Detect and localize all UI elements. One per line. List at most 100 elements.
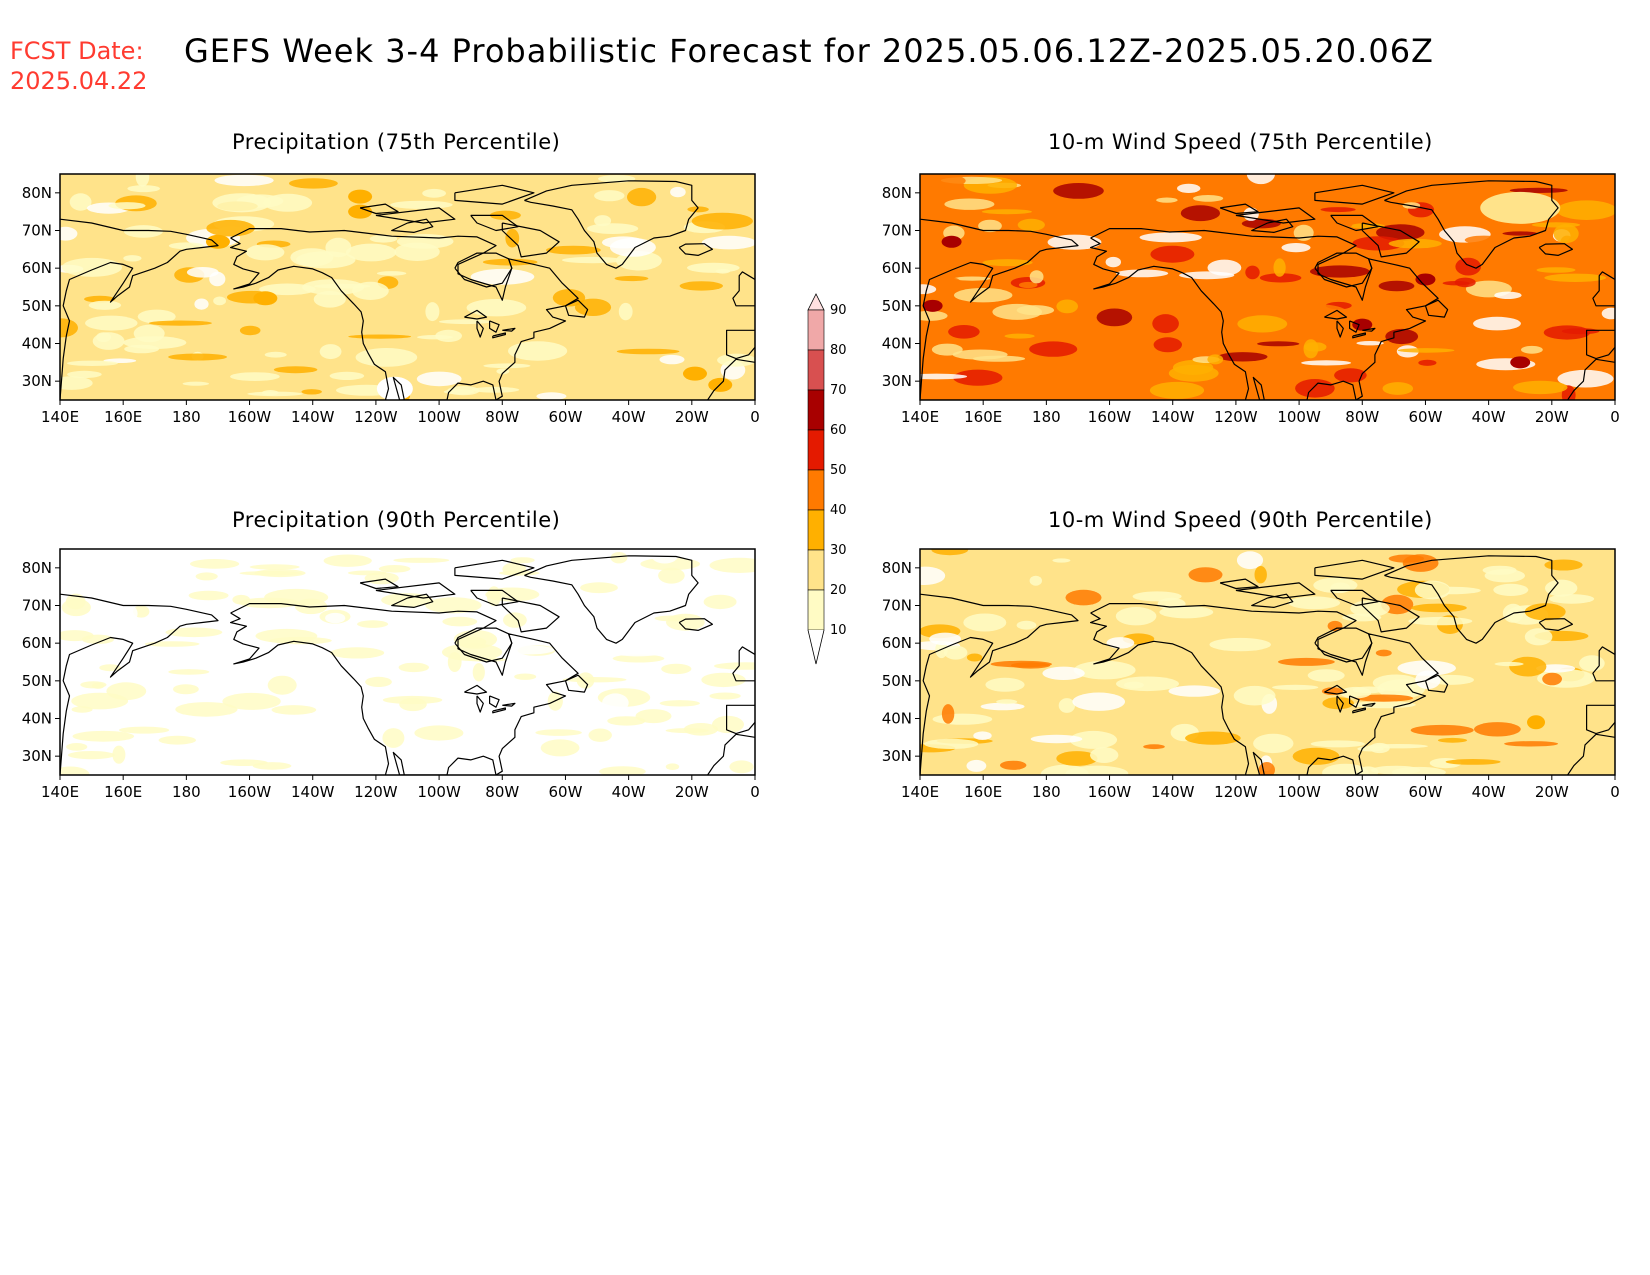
forecast-date-label: FCST Date: 2025.04.22 xyxy=(10,36,147,96)
coastlines xyxy=(920,180,1615,400)
probability-patch xyxy=(158,735,196,745)
probability-patch xyxy=(1236,551,1264,570)
map-panel-wind90: 80N 70N 60N 50N 40N 30N 140E 160E 180 160W 140W 120… xyxy=(882,548,1620,801)
probability-patch xyxy=(920,310,948,321)
probability-patch xyxy=(1004,333,1035,339)
probability-patch xyxy=(954,288,1013,303)
probability-patch xyxy=(313,291,346,308)
probability-patch xyxy=(1527,715,1546,730)
probability-patch xyxy=(996,699,1018,705)
probability-patch xyxy=(992,303,1042,320)
probability-patch xyxy=(348,334,412,339)
probability-patch xyxy=(1254,566,1267,584)
probability-patch xyxy=(1207,354,1224,365)
lon-label: 80W xyxy=(1345,408,1379,426)
lon-label: 120W xyxy=(354,783,398,801)
probability-patch xyxy=(661,663,692,675)
probability-patch xyxy=(562,256,624,264)
probability-patch xyxy=(382,728,405,748)
coastline-hudson-bay xyxy=(454,252,513,288)
probability-patch xyxy=(255,628,318,644)
coastline-asia xyxy=(920,593,1079,775)
lon-label: 60W xyxy=(1408,783,1442,801)
colorbar-tick-label: 60 xyxy=(830,423,847,438)
coastlines xyxy=(60,555,755,775)
colorbar-max-arrow xyxy=(807,293,825,311)
probability-patch xyxy=(1065,765,1129,775)
probability-patch xyxy=(1292,747,1340,765)
probability-patch xyxy=(1418,359,1437,366)
probability-patch xyxy=(168,353,228,361)
lon-label: 140W xyxy=(1151,408,1195,426)
coastline-iberia xyxy=(726,329,755,360)
coastline-island xyxy=(1219,203,1259,215)
map-frame xyxy=(919,548,1616,776)
probability-patch xyxy=(148,320,212,326)
lon-label: 80W xyxy=(485,783,519,801)
probability-patch xyxy=(1473,316,1521,331)
probability-patch xyxy=(1096,308,1133,327)
probability-patch xyxy=(1116,269,1169,278)
probability-patch xyxy=(1153,337,1182,353)
lon-label: 60W xyxy=(548,783,582,801)
probability-patch xyxy=(978,219,1002,233)
lon-label: 160W xyxy=(228,783,272,801)
probability-patch xyxy=(682,366,707,381)
lon-label: 140W xyxy=(291,408,335,426)
probability-patch xyxy=(552,289,586,307)
probability-patch xyxy=(1090,747,1119,763)
probability-patch xyxy=(230,372,280,381)
probability-patch xyxy=(709,692,741,700)
probability-patch xyxy=(1017,218,1045,231)
probability-patch xyxy=(1544,559,1583,571)
lon-label: 160W xyxy=(1088,783,1132,801)
probability-patch xyxy=(1029,270,1044,284)
colorbar-swatch xyxy=(807,509,825,551)
coastline-lake xyxy=(1336,695,1344,713)
probability-patch xyxy=(1502,231,1538,236)
probability-patch xyxy=(1259,273,1302,283)
lon-label: 140W xyxy=(291,783,335,801)
probability-patch xyxy=(417,335,453,340)
coastline-island xyxy=(454,559,535,580)
probability-patch xyxy=(1320,207,1356,213)
probability-patch xyxy=(1052,558,1071,563)
probability-patch xyxy=(466,299,527,317)
probability-patch xyxy=(273,366,318,374)
probability-patch xyxy=(676,585,725,593)
probability-patch xyxy=(186,267,219,278)
probability-patch xyxy=(1105,256,1121,268)
probability-patch xyxy=(1237,315,1288,333)
probability-patch xyxy=(1474,722,1521,737)
probability-patch xyxy=(446,713,485,732)
coastline-island xyxy=(1361,222,1420,258)
probability-patch xyxy=(1356,341,1384,346)
probability-patch xyxy=(1509,187,1568,193)
coastline-lake xyxy=(476,695,484,713)
coastline-island xyxy=(470,589,519,607)
probability-patch xyxy=(576,672,595,689)
probability-patch xyxy=(249,564,300,570)
coastline-iceland xyxy=(1538,618,1573,631)
probability-patch xyxy=(1322,763,1369,775)
probability-patch xyxy=(1053,183,1104,199)
lon-label: 140E xyxy=(901,408,939,426)
probability-patch xyxy=(323,554,372,567)
coastline-island xyxy=(1424,674,1449,693)
coastline-iberia xyxy=(726,704,755,735)
colorbar-swatch xyxy=(807,309,825,351)
probability-patch xyxy=(1442,281,1470,286)
probability-patch xyxy=(1353,354,1390,359)
map-frame xyxy=(59,548,756,776)
probability-patch xyxy=(1217,352,1268,362)
coastline-lake xyxy=(492,707,506,714)
probability-patch xyxy=(119,726,170,734)
probability-patch xyxy=(355,348,418,367)
probability-patch xyxy=(486,586,502,607)
probability-patch xyxy=(670,186,686,198)
probability-patch xyxy=(439,319,493,325)
probability-patch xyxy=(91,682,105,689)
probability-patch xyxy=(715,269,731,274)
probability-patch xyxy=(1410,724,1474,736)
probability-patch xyxy=(510,557,535,564)
